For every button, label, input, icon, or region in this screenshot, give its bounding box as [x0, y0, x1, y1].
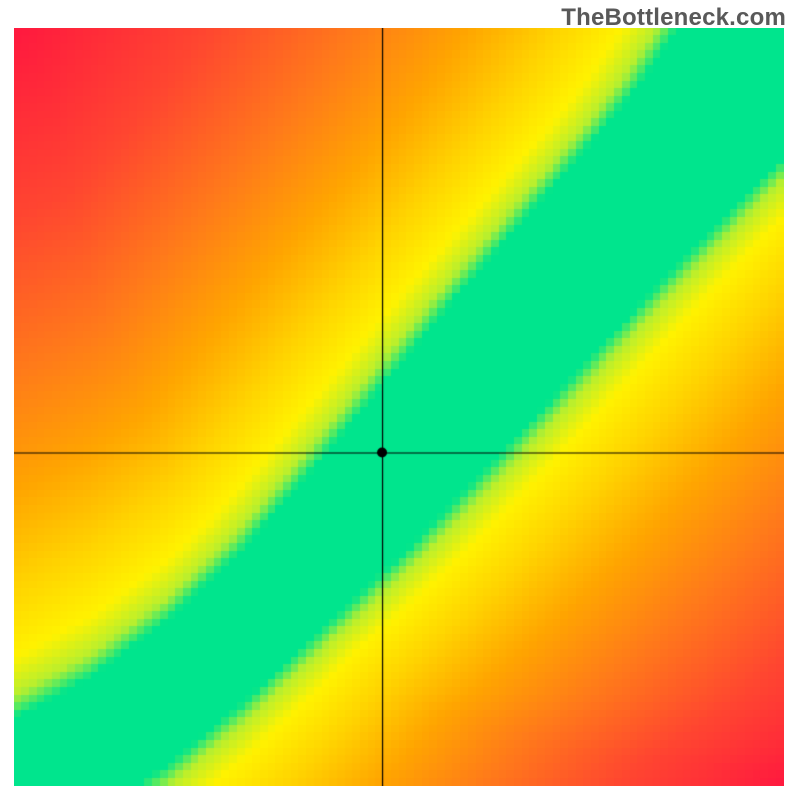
chart-container: TheBottleneck.com	[0, 0, 800, 800]
heatmap-canvas	[14, 28, 784, 786]
